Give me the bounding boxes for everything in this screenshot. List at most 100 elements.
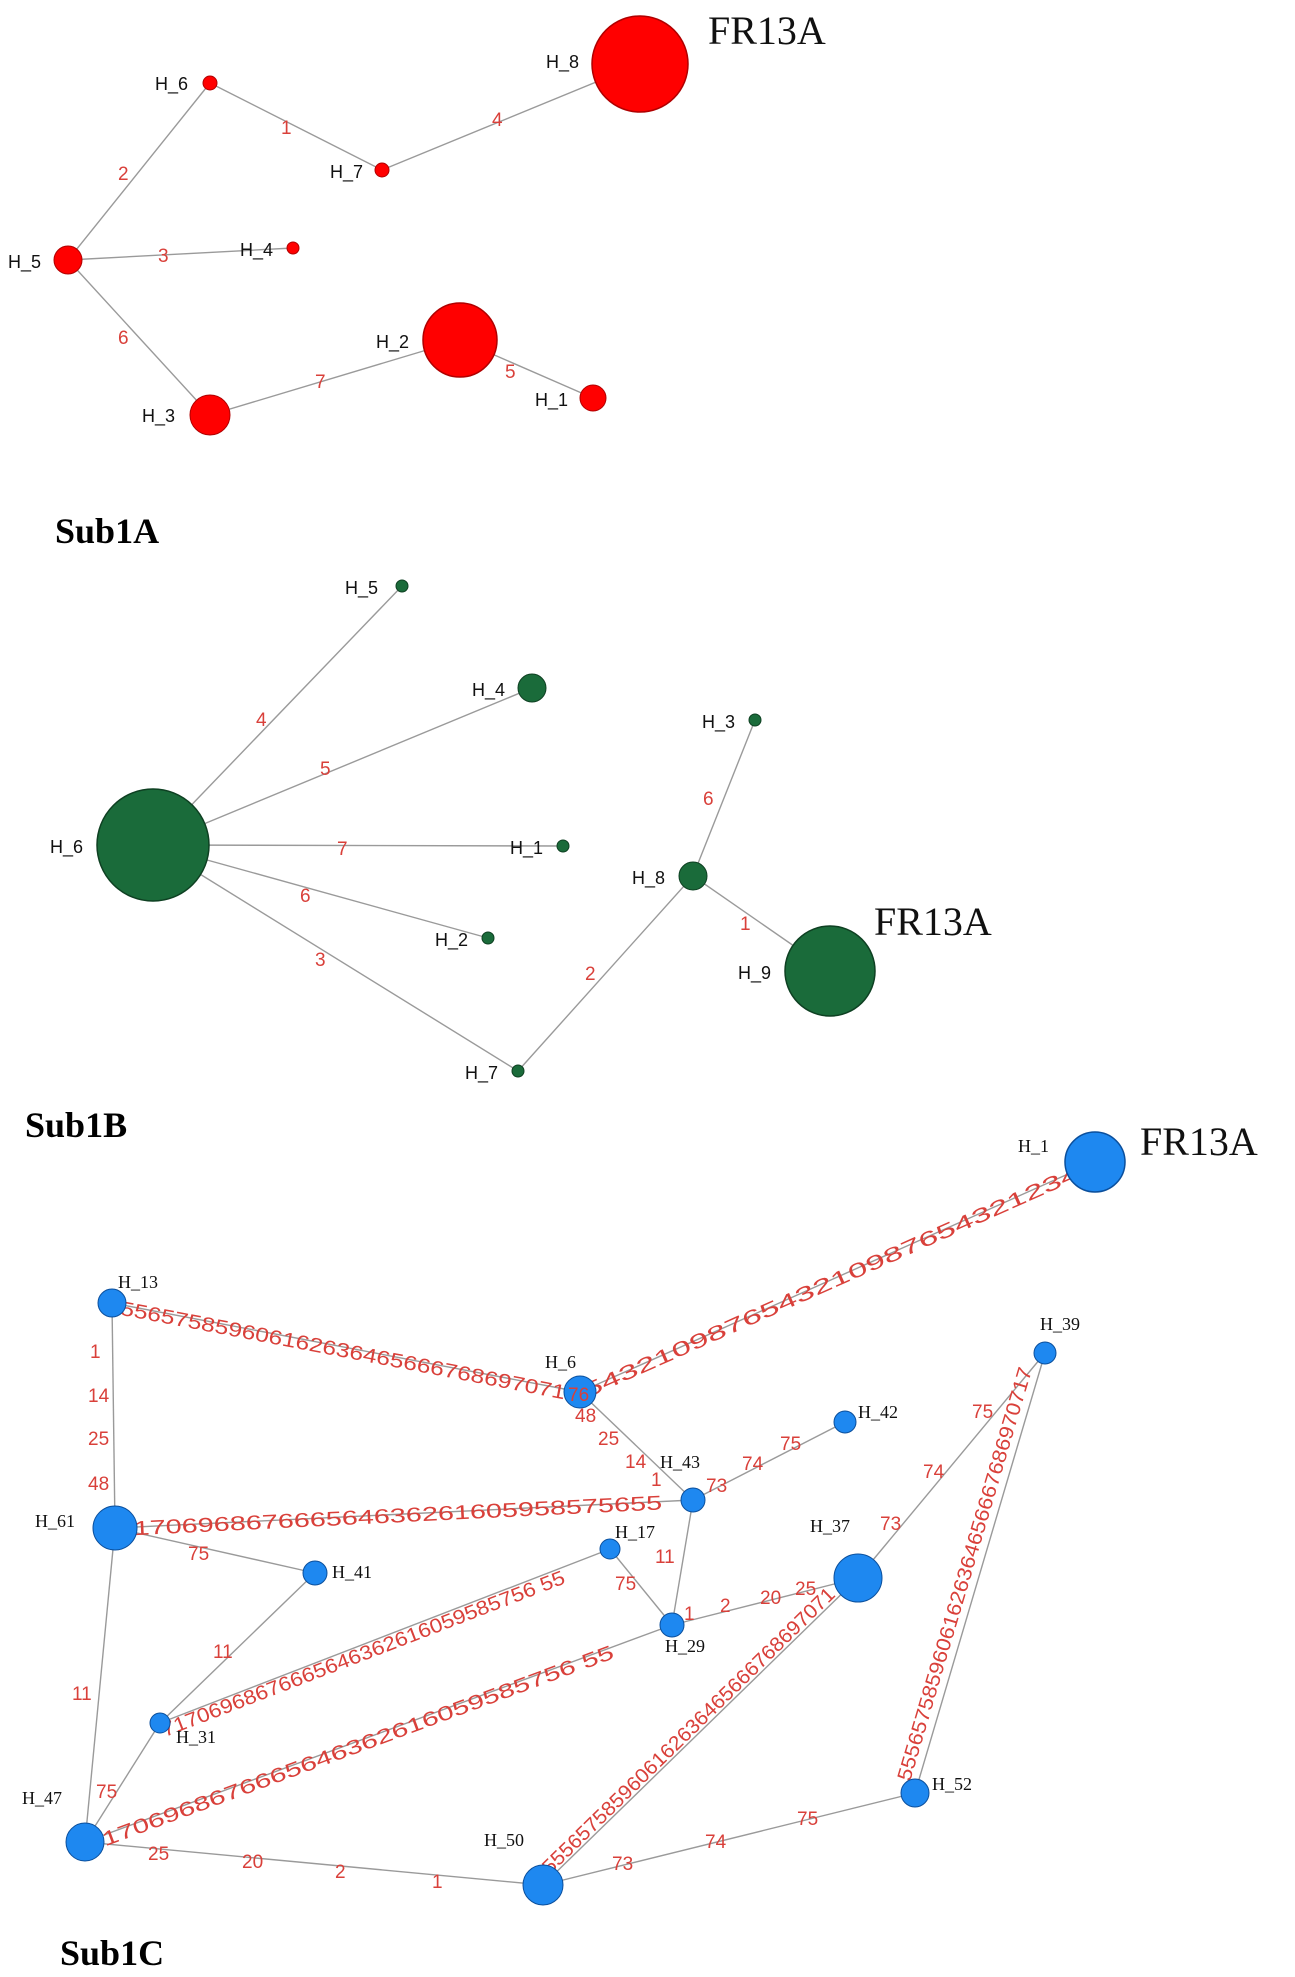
edge-h47-h50 <box>84 1841 544 1886</box>
edge-h5-h6 <box>67 82 211 261</box>
edge-h5-h4 <box>67 247 294 261</box>
node-h2 <box>422 302 498 378</box>
node-label-h2: H_2 <box>435 930 468 951</box>
edge-label: 3 <box>315 950 326 971</box>
node-h39 <box>1033 1341 1057 1365</box>
node-h5 <box>53 245 83 275</box>
node-label-h17: H_17 <box>615 1522 655 1542</box>
node-label-h43: H_43 <box>660 1452 700 1472</box>
edge-h6-h7 <box>152 844 519 1072</box>
edge-h7-h8 <box>517 875 694 1072</box>
edge-label: 4 <box>256 710 267 731</box>
edge-label: 75 <box>188 1544 209 1565</box>
node-h47 <box>65 1822 105 1862</box>
node-h4 <box>517 673 547 703</box>
edge-label: 75 <box>797 1809 818 1830</box>
node-label-h6: H_6 <box>50 837 83 858</box>
edge-chain-h1-h6: 54321098765432109876543212345 <box>580 1155 1101 1403</box>
edge-label: 74 <box>705 1832 727 1853</box>
edge-h6-h1 <box>152 844 564 847</box>
edge-label: 75 <box>972 1402 993 1423</box>
node-label-h50: H_50 <box>484 1830 524 1850</box>
edge-label: 76 <box>568 1385 589 1406</box>
node-h41 <box>302 1560 328 1586</box>
edge-label: 2 <box>585 964 596 985</box>
node-label-h13: H_13 <box>118 1272 158 1292</box>
node-label-h3: H_3 <box>142 406 175 427</box>
panel-title-sub1b: Sub1B <box>25 1105 127 1145</box>
edge-h17-h29 <box>609 1548 673 1626</box>
edge-h6-h7 <box>209 82 383 171</box>
fr13a-annotation-sub1a: FR13A <box>708 8 826 53</box>
edge-h50-h52 <box>542 1792 916 1886</box>
node-label-h52: H_52 <box>932 1774 972 1794</box>
node-label-h6: H_6 <box>155 74 188 95</box>
edge-label: 11 <box>213 1642 233 1663</box>
edge-chain-h47-h29: 71706968676665646362616059585756 55 <box>84 1642 617 1857</box>
node-label-h4: H_4 <box>240 240 273 261</box>
node-h4 <box>286 241 300 255</box>
node-h43 <box>680 1487 706 1513</box>
node-label-h2: H_2 <box>376 332 409 353</box>
node-label-h5: H_5 <box>8 252 41 273</box>
edge-h31-h47 <box>84 1722 161 1843</box>
node-label-h1: H_1 <box>1018 1136 1049 1156</box>
edge-label: 5 <box>320 759 331 780</box>
edge-label: 75 <box>780 1434 801 1455</box>
edge-h47-h29 <box>84 1624 673 1843</box>
edge-label: 1 <box>684 1604 695 1625</box>
node-label-h1: H_1 <box>535 390 568 411</box>
edge-label: 6 <box>300 886 311 907</box>
node-h1 <box>579 384 607 412</box>
node-h29 <box>659 1612 685 1638</box>
node-h9 <box>784 925 876 1017</box>
edge-label: 2 <box>118 164 129 185</box>
edge-h31-h17 <box>159 1548 611 1724</box>
node-h6 <box>563 1375 597 1409</box>
edge-label: 5 <box>505 362 516 383</box>
node-h52 <box>900 1778 930 1808</box>
edge-h6-h43 <box>579 1391 694 1501</box>
sub1a-network: 1 4 2 3 6 7 5 H_8 H_6 H_7 H_5 H_4 H_2 H_… <box>8 8 826 551</box>
node-h13 <box>97 1288 127 1318</box>
node-label-h42: H_42 <box>858 1402 898 1422</box>
node-label-h37: H_37 <box>810 1516 850 1536</box>
edge-chain-h50-h37: 5556575859606162636465666768697071 <box>538 1583 840 1878</box>
node-h17 <box>599 1538 621 1560</box>
edge-chain-h61-h43: 7170696867666564636261605958575655 <box>117 1492 662 1541</box>
edge-label: 7 <box>315 372 326 393</box>
node-label-h41: H_41 <box>332 1562 372 1582</box>
panel-title-sub1c: Sub1C <box>60 1933 164 1973</box>
edge-h50-h37 <box>542 1577 859 1886</box>
edge-label: 6 <box>703 789 714 810</box>
node-label-h31: H_31 <box>176 1727 216 1747</box>
node-h6 <box>96 788 210 902</box>
edge-h6-h2 <box>152 844 489 939</box>
node-h3 <box>189 394 231 436</box>
edge-h41-h31 <box>159 1572 316 1724</box>
edge-chain-h52-h39: 55565758596061626364656667686970717 <box>894 1365 1037 1784</box>
edge-label: 73 <box>706 1476 727 1497</box>
node-h7 <box>374 162 390 178</box>
edge-label: 20 <box>760 1588 781 1609</box>
node-h37 <box>833 1553 883 1603</box>
node-h3 <box>748 713 762 727</box>
node-h7 <box>511 1064 525 1078</box>
edge-label: 1 <box>90 1342 101 1363</box>
edge-label: 3 <box>158 246 169 267</box>
node-h2 <box>481 931 495 945</box>
sub1b-network: 4 5 7 6 3 2 6 1 H_6 H_5 H_4 H_1 H_2 H_7 … <box>25 578 992 1145</box>
edge-label: 73 <box>612 1854 633 1875</box>
node-label-h61: H_61 <box>35 1511 75 1531</box>
node-label-h8: H_8 <box>546 52 579 73</box>
fr13a-annotation-sub1c: FR13A <box>1140 1119 1258 1164</box>
edge-h43-h29 <box>671 1499 694 1626</box>
edge-chain-h13-h6: 55565758596061626364656667686970717 <box>105 1295 581 1407</box>
edge-h61-h43 <box>114 1499 694 1529</box>
edge-label: 2 <box>720 1596 731 1617</box>
edge-label: 1 <box>281 118 292 139</box>
edge-label: 11 <box>655 1547 675 1568</box>
node-label-h9: H_9 <box>738 963 771 984</box>
edge-h13-h6 <box>111 1302 581 1393</box>
